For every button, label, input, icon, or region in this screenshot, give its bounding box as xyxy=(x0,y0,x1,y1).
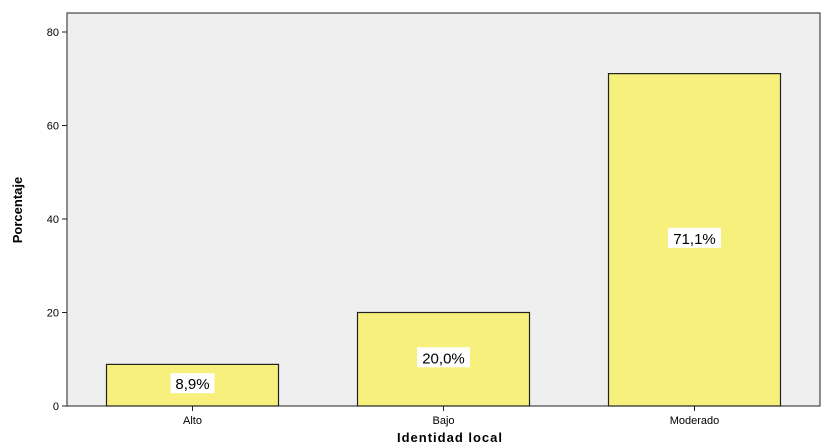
y-tick-label: 0 xyxy=(53,401,59,413)
data-label: 8,9% xyxy=(175,376,209,393)
x-axis-title: Identidad local xyxy=(397,430,503,445)
y-tick-label: 20 xyxy=(47,308,59,320)
x-tick-label: Alto xyxy=(183,415,202,427)
bars-group: 8,9% 20,0% 71,1% xyxy=(105,73,782,407)
x-tick-label: Bajo xyxy=(432,415,454,427)
data-label: 20,0% xyxy=(422,350,465,367)
data-label-box xyxy=(668,227,721,248)
y-tick-label: 60 xyxy=(47,121,59,133)
data-label-box xyxy=(170,373,215,394)
data-label-box xyxy=(417,347,470,368)
data-label: 71,1% xyxy=(673,231,716,248)
x-axis: Alto Bajo Moderado xyxy=(183,406,719,427)
y-tick-label: 80 xyxy=(47,27,59,39)
y-tick-label: 40 xyxy=(47,214,59,226)
y-axis-title: Porcentaje xyxy=(10,177,25,243)
y-axis: 0 20 40 60 80 xyxy=(47,27,67,413)
x-tick-label: Moderado xyxy=(670,415,720,427)
